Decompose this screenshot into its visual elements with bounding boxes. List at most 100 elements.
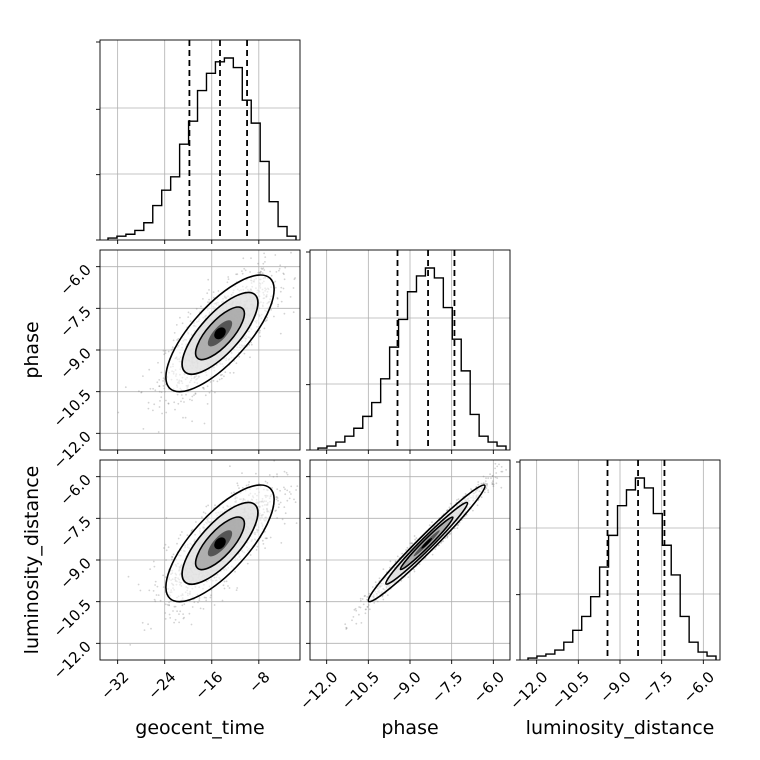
- sample-point: [411, 542, 413, 545]
- sample-point: [195, 521, 197, 523]
- sample-point: [290, 485, 293, 488]
- sample-point: [274, 254, 277, 256]
- sample-point: [179, 534, 182, 536]
- sample-point: [264, 261, 266, 263]
- sample-point: [203, 596, 206, 599]
- x-tick-label: −7.5: [428, 668, 466, 706]
- sample-point: [152, 409, 154, 412]
- sample-point: [233, 491, 235, 494]
- sample-point: [152, 590, 155, 592]
- sample-point: [154, 389, 157, 392]
- sample-point: [154, 584, 157, 586]
- sample-point: [276, 475, 278, 478]
- sample-point: [162, 385, 165, 387]
- y-tick-label: −6.0: [56, 471, 94, 509]
- sample-point: [206, 403, 209, 405]
- sample-point: [207, 301, 209, 303]
- sample-point: [236, 273, 239, 276]
- sample-point: [290, 493, 292, 495]
- sample-point: [172, 553, 175, 556]
- sample-point: [150, 627, 152, 630]
- sample-point: [140, 391, 143, 394]
- sample-point: [431, 521, 433, 524]
- sample-point: [482, 482, 485, 485]
- sample-point: [249, 356, 251, 359]
- sample-point: [476, 504, 479, 507]
- sample-point: [358, 613, 360, 616]
- sample-point: [185, 393, 187, 396]
- sample-point: [288, 497, 291, 500]
- sample-point: [491, 483, 494, 486]
- sample-point: [152, 387, 155, 390]
- sample-point: [250, 257, 252, 260]
- sample-point: [167, 350, 170, 353]
- sample-point: [209, 596, 212, 599]
- sample-point: [208, 298, 211, 301]
- sample-point: [491, 483, 494, 485]
- sample-point: [179, 610, 182, 613]
- sample-point: [141, 621, 144, 624]
- sample-point: [294, 501, 297, 504]
- sample-point: [279, 290, 282, 293]
- panel-frame: [99, 39, 301, 241]
- sample-point: [193, 394, 195, 396]
- sample-point: [243, 352, 246, 355]
- sample-point: [494, 462, 497, 465]
- sample-point: [284, 493, 287, 496]
- sample-point: [431, 553, 434, 556]
- sample-point: [354, 607, 357, 610]
- sample-point: [258, 272, 261, 274]
- sample-point: [124, 386, 127, 389]
- sample-point: [276, 517, 278, 519]
- sample-point: [170, 349, 173, 351]
- sample-point: [224, 371, 227, 373]
- sample-point: [173, 621, 176, 624]
- sample-point: [376, 600, 379, 603]
- sample-point: [279, 501, 282, 504]
- sample-point: [230, 492, 233, 495]
- y-axis-label-phase: phase: [21, 321, 43, 378]
- sample-point: [164, 349, 167, 352]
- sample-point: [487, 489, 489, 491]
- sample-point: [189, 320, 192, 322]
- sample-point: [293, 498, 295, 501]
- sample-point: [190, 623, 193, 626]
- sample-point: [164, 543, 167, 546]
- sample-point: [295, 522, 298, 524]
- sample-point: [283, 522, 286, 525]
- sample-point: [263, 327, 266, 330]
- sample-point: [208, 391, 211, 394]
- sample-point: [212, 379, 215, 382]
- sample-point: [156, 381, 159, 384]
- sample-point: [234, 570, 236, 573]
- sample-point: [276, 496, 278, 498]
- x-tick-label: −9.0: [596, 668, 634, 706]
- sample-point: [269, 536, 272, 539]
- sample-point: [162, 586, 165, 588]
- sample-point: [265, 537, 268, 540]
- sample-point: [160, 371, 163, 374]
- sample-point: [210, 389, 213, 392]
- sample-point: [159, 400, 161, 402]
- sample-point: [449, 502, 452, 505]
- sample-point: [448, 506, 451, 509]
- sample-point: [168, 604, 171, 607]
- x-tick-label: −16: [191, 668, 226, 703]
- sample-point: [283, 312, 286, 315]
- sample-point: [381, 595, 384, 598]
- sample-point: [157, 431, 160, 433]
- sample-point: [181, 604, 184, 607]
- sample-point: [283, 470, 286, 473]
- sample-point: [487, 477, 490, 480]
- sample-point: [205, 505, 208, 508]
- sample-point: [263, 252, 265, 255]
- histogram-luminosity_distance: [527, 477, 717, 660]
- sample-point: [260, 270, 262, 273]
- sample-point: [261, 539, 264, 542]
- sample-point: [195, 307, 198, 310]
- sample-point: [278, 269, 280, 272]
- sample-point: [364, 608, 367, 611]
- sample-point: [484, 480, 487, 482]
- sample-point: [160, 396, 163, 399]
- sample-point: [242, 257, 245, 260]
